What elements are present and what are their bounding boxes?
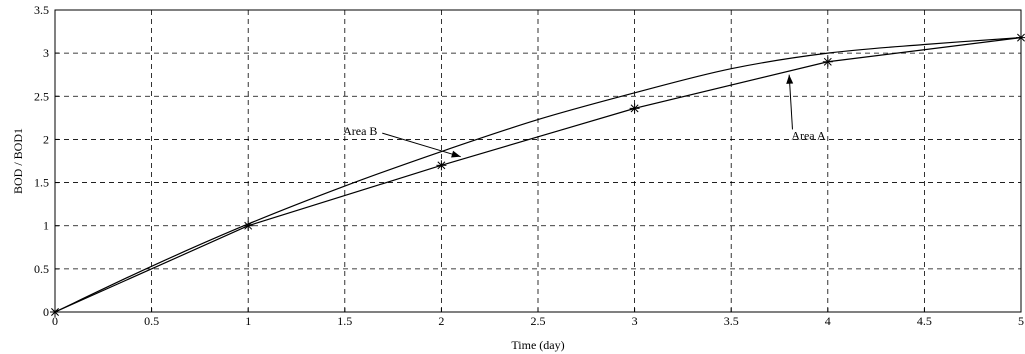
series-line-2 <box>54 37 1022 313</box>
arrowhead-icon <box>786 74 794 84</box>
y-tick-label: 2 <box>43 132 49 146</box>
asterisk-marker <box>629 103 640 114</box>
series-layer <box>54 37 1022 313</box>
annotation-arrow <box>788 74 793 130</box>
x-tick-label: 3 <box>632 314 638 328</box>
annotation-label: Area B <box>343 124 377 138</box>
y-tick-label: 0 <box>43 305 49 319</box>
y-tick-label: 0.5 <box>34 262 49 276</box>
x-tick-label: 4.5 <box>917 314 932 328</box>
marker-layer <box>50 32 1025 317</box>
x-tick-label: 0.5 <box>144 314 159 328</box>
asterisk-marker <box>1016 32 1025 43</box>
annotation-label: Area A <box>791 128 826 142</box>
grid <box>55 10 1021 312</box>
y-tick-label: 1 <box>43 219 49 233</box>
y-tick-label: 3.5 <box>34 3 49 17</box>
y-tick-label: 1.5 <box>34 176 49 190</box>
x-axis-label: Time (day) <box>511 338 564 352</box>
annotation-arrow <box>382 132 461 158</box>
y-tick-label: 3 <box>43 46 49 60</box>
asterisk-marker <box>436 160 447 171</box>
arrowhead-icon <box>451 150 461 158</box>
asterisk-marker <box>822 56 833 67</box>
asterisk-marker <box>243 220 254 231</box>
x-tick-label: 4 <box>825 314 831 328</box>
x-tick-label: 2 <box>438 314 444 328</box>
x-tick-label: 3.5 <box>724 314 739 328</box>
annotation-layer: Area B Area A <box>343 74 826 158</box>
series-line-1 <box>54 37 1022 313</box>
x-tick-label: 0 <box>52 314 58 328</box>
y-tick-label: 2.5 <box>34 89 49 103</box>
x-tick-label: 1.5 <box>337 314 352 328</box>
x-tick-label: 1 <box>245 314 251 328</box>
x-tick-label: 2.5 <box>531 314 546 328</box>
tick-labels: 0 0.5 1 1.5 2 2.5 3 3.5 4 4.5 5 0 0.5 1 1.5 2 2.5 3 3.5 <box>34 3 1024 328</box>
x-tick-label: 5 <box>1018 314 1024 328</box>
y-axis-label: BOD / BOD1 <box>11 128 25 194</box>
